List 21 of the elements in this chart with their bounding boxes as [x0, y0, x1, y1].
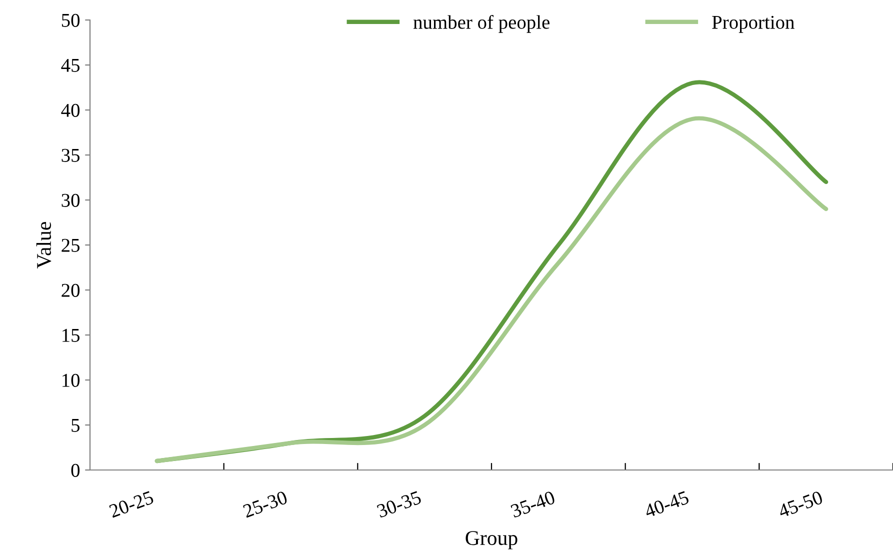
legend-label: Proportion — [712, 16, 794, 33]
y-tick-label: 10 — [62, 374, 80, 387]
y-tick-label: 15 — [62, 328, 80, 342]
x-tick-label: 40-45 — [643, 490, 690, 518]
y-axis-title: Value — [36, 222, 52, 268]
x-tick-label: 20-25 — [108, 490, 154, 518]
y-tick-label: 45 — [61, 58, 80, 72]
x-tick-label: 25-30 — [242, 490, 288, 518]
y-tick-label: 25 — [62, 238, 80, 252]
y-tick-label: 20 — [62, 284, 80, 297]
y-tick-label: 35 — [62, 148, 80, 162]
y-tick-label: 50 — [62, 14, 80, 27]
y-tick-label: 40 — [61, 104, 80, 117]
y-tick-label: 30 — [62, 194, 80, 207]
x-axis-title: Group — [466, 531, 518, 550]
x-tick-label: 45-50 — [777, 490, 824, 518]
y-tick-label: 5 — [72, 419, 80, 432]
x-tick-label: 35-40 — [510, 490, 556, 518]
y-tick-label: 0 — [71, 464, 80, 477]
x-tick-label: 30-35 — [376, 490, 422, 518]
legend-label: number of people — [413, 15, 550, 33]
